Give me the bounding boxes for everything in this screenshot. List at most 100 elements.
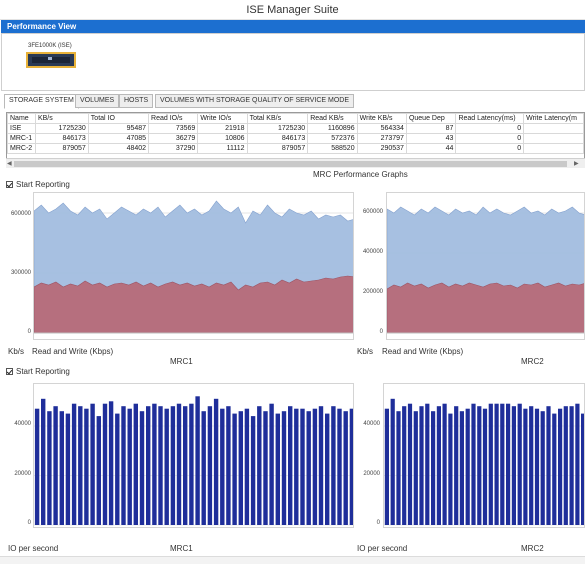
mrc1-bar-svg <box>34 396 353 526</box>
checkbox-checked-icon[interactable] <box>6 181 13 188</box>
column-header-total-kbs[interactable]: Total KB/s <box>246 113 309 124</box>
bar <box>53 406 58 525</box>
bar <box>220 408 225 525</box>
cell-queue-depth: 43 <box>405 133 457 144</box>
scroll-right-icon[interactable]: ▶ <box>574 161 579 167</box>
chart-name: MRC1 <box>170 357 193 366</box>
bar <box>575 403 580 525</box>
cell-kbs: 846173 <box>34 133 89 144</box>
bar <box>195 396 200 525</box>
read-area-series <box>387 282 584 334</box>
bar <box>34 408 40 525</box>
bar <box>459 411 464 525</box>
bar <box>384 408 389 525</box>
start-reporting-label: Start Reporting <box>16 180 70 189</box>
table-row[interactable]: MRC-2 879057 48402 37290 11112 879057 58… <box>7 143 584 154</box>
cell-total-kbs: 1725230 <box>246 123 309 134</box>
storage-device-tile[interactable] <box>26 52 76 68</box>
cell-write-ios: 10806 <box>197 133 248 144</box>
column-header-read-kbs[interactable]: Read KB/s <box>307 113 358 124</box>
scroll-left-icon[interactable]: ◀ <box>7 161 12 167</box>
column-header-read-ios[interactable]: Read IO/s <box>148 113 199 124</box>
unit-label: IO per second <box>357 544 408 553</box>
bar <box>213 398 219 525</box>
unit-label: IO per second <box>8 544 59 553</box>
column-header-write-latency[interactable]: Write Latency(m <box>523 113 584 124</box>
mrc2-bar-chart <box>383 383 585 528</box>
status-strip <box>0 556 585 564</box>
bar <box>133 403 138 525</box>
cell-queue-depth: 87 <box>405 123 457 134</box>
y-tick: 0 <box>27 520 31 526</box>
chart-name: MRC1 <box>170 544 193 553</box>
bar <box>306 411 311 525</box>
bar <box>349 408 353 525</box>
bar <box>71 403 77 525</box>
column-header-read-latency[interactable]: Read Latency(ms) <box>455 113 525 124</box>
bar <box>465 408 470 525</box>
start-reporting-top[interactable]: Start Reporting <box>6 180 70 189</box>
column-header-kbs[interactable]: KB/s <box>34 113 89 124</box>
unit-label: Kb/s <box>357 347 374 356</box>
bar <box>146 406 151 525</box>
cell-total-kbs: 879057 <box>246 143 309 154</box>
bar <box>396 411 401 525</box>
cell-name: MRC-2 <box>7 143 36 154</box>
bar <box>275 413 280 525</box>
bar <box>176 403 182 525</box>
cell-name: ISE <box>7 123 36 134</box>
tab-hosts[interactable]: HOSTS <box>119 94 154 108</box>
bar <box>115 413 120 525</box>
bar <box>488 403 493 525</box>
y-tick: 200000 <box>362 289 383 295</box>
chart-name: MRC2 <box>521 544 544 553</box>
table-header-row: Name KB/s Total IO Read IO/s Write IO/s … <box>7 113 584 124</box>
bar <box>47 411 52 525</box>
cell-read-ios: 73569 <box>148 123 199 134</box>
bar <box>482 408 488 525</box>
device-label: 3FE1000K (ISE) <box>28 43 72 49</box>
bar <box>139 411 145 525</box>
bar <box>170 406 176 525</box>
tab-volumes[interactable]: VOLUMES <box>75 94 120 108</box>
tab-volumes-qos[interactable]: VOLUMES WITH STORAGE QUALITY OF SERVICE … <box>155 94 355 108</box>
bar <box>244 408 250 525</box>
bar <box>300 408 305 525</box>
bar <box>263 411 268 525</box>
device-led-icon <box>48 57 52 60</box>
y-tick: 20000 <box>363 471 380 477</box>
y-tick: 0 <box>376 520 380 526</box>
mrc1-area-chart <box>33 192 354 340</box>
bar <box>294 408 299 525</box>
bar <box>108 401 114 526</box>
y-tick: 0 <box>27 329 31 335</box>
cell-queue-depth: 44 <box>405 143 457 154</box>
checkbox-checked-icon[interactable] <box>6 368 13 375</box>
bar <box>500 403 505 525</box>
bar <box>534 408 540 525</box>
bar <box>569 406 574 525</box>
column-header-total-io[interactable]: Total IO <box>87 113 150 124</box>
bar <box>407 403 413 525</box>
bar <box>494 403 499 525</box>
column-header-queue-depth[interactable]: Queue Dep <box>405 113 457 124</box>
performance-view-header: Performance View <box>1 20 585 33</box>
bar <box>226 406 231 525</box>
start-reporting-label: Start Reporting <box>16 367 70 376</box>
table-row[interactable]: MRC-1 846173 47085 36279 10806 846173 57… <box>7 133 584 144</box>
scrollbar-thumb[interactable] <box>14 161 567 167</box>
cell-total-io: 48402 <box>87 143 150 154</box>
tab-storage-system[interactable]: STORAGE SYSTEM <box>4 94 79 109</box>
bar <box>448 413 453 525</box>
y-tick: 40000 <box>14 421 31 427</box>
bar <box>413 411 418 525</box>
column-header-write-ios[interactable]: Write IO/s <box>197 113 248 124</box>
table-row[interactable]: ISE 1725230 95487 73569 21918 1725230 11… <box>7 123 584 134</box>
column-header-name[interactable]: Name <box>7 113 36 124</box>
cell-read-kbs: 588520 <box>307 143 358 154</box>
mrc2-area-svg <box>387 206 584 334</box>
start-reporting-bottom[interactable]: Start Reporting <box>6 367 70 376</box>
column-header-write-kbs[interactable]: Write KB/s <box>356 113 407 124</box>
cell-write-kbs: 273797 <box>356 133 407 144</box>
table-horizontal-scrollbar[interactable]: ◀ ▶ <box>6 158 585 168</box>
